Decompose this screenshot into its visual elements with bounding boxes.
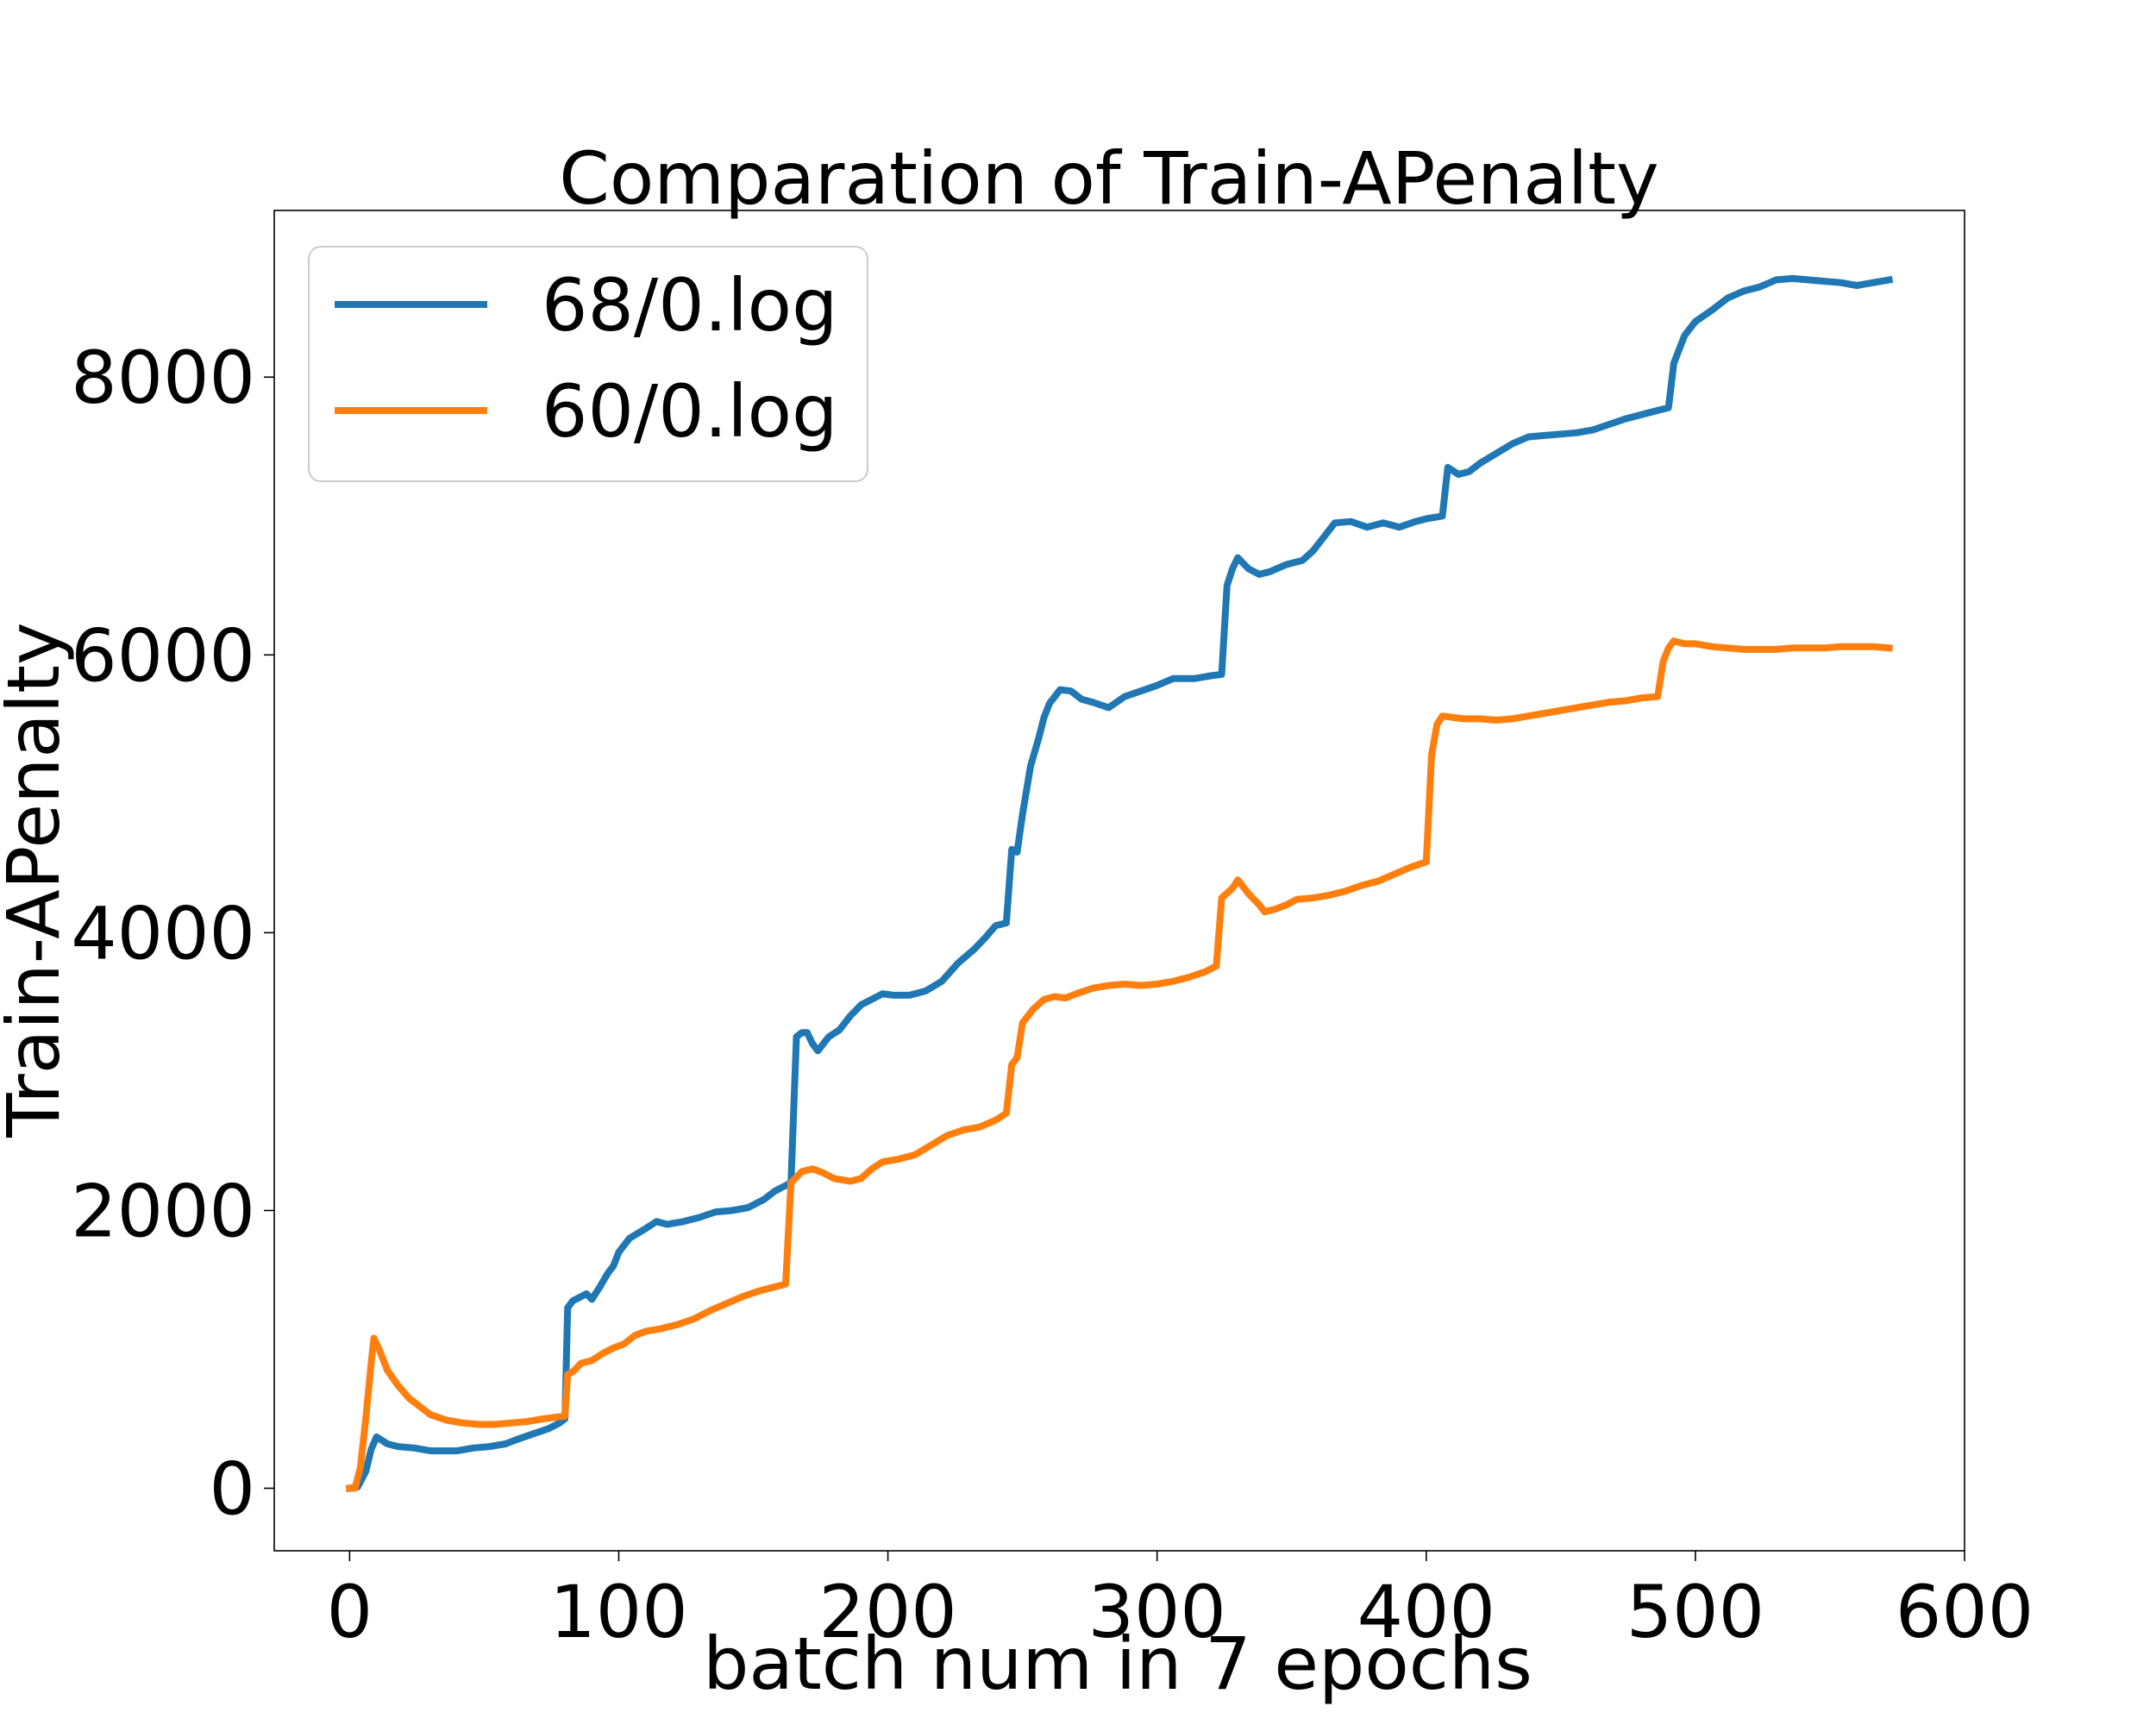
x-tick-label: 100 (549, 1570, 687, 1654)
chart-title: Comparation of Train-APenalty (559, 136, 1658, 221)
x-tick-label: 500 (1626, 1570, 1764, 1654)
y-tick-label: 2000 (71, 1169, 255, 1253)
y-tick-label: 6000 (71, 613, 255, 698)
x-tick-label: 600 (1896, 1570, 2034, 1654)
x-axis: 0 100 200 300 400 500 600 (327, 1551, 2034, 1654)
legend: 68/0.log 60/0.log (308, 246, 868, 482)
x-tick-label: 200 (818, 1570, 956, 1654)
y-tick-label: 4000 (71, 891, 255, 975)
plot-frame (273, 210, 1965, 1552)
x-axis-label: batch num in 7 epochs (703, 1622, 1532, 1706)
y-tick-label: 0 (210, 1447, 255, 1532)
series-line-60-0-log (346, 637, 1893, 1492)
y-tick-label: 8000 (71, 336, 255, 420)
legend-label-68-log: 68/0.log (542, 263, 837, 348)
series-layer (345, 274, 1894, 1493)
x-tick-label: 400 (1357, 1570, 1495, 1654)
series-line-68-0-log (345, 274, 1894, 1493)
x-tick-label: 0 (327, 1570, 373, 1654)
legend-label-60-log: 60/0.log (542, 369, 837, 454)
x-tick-label: 300 (1088, 1570, 1226, 1654)
y-axis: 0 2000 4000 6000 8000 (71, 336, 274, 1532)
y-axis-label: Train-APenalty (0, 622, 76, 1138)
